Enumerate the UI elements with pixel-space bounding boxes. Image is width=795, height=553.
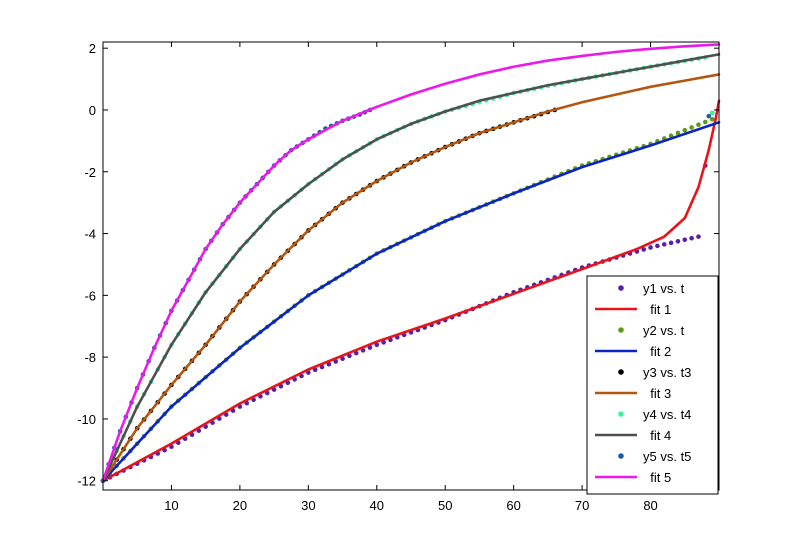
legend-label: fit 2	[643, 344, 671, 359]
data-point	[696, 234, 701, 239]
legend-label: fit 3	[643, 386, 671, 401]
x-tick-label: 60	[506, 498, 520, 513]
y-tick-label: -2	[84, 165, 96, 180]
data-point	[675, 238, 681, 244]
data-point	[682, 127, 688, 133]
legend-label: y1 vs. t	[643, 281, 685, 296]
plot-frame	[102, 41, 720, 491]
data-point	[347, 353, 352, 359]
legend-label: y2 vs. t	[643, 323, 685, 338]
data-point	[689, 235, 694, 241]
legend-item: y3 vs. t3	[618, 365, 691, 380]
data-point	[381, 340, 386, 345]
legend-item: y2 vs. t	[618, 323, 685, 338]
legend-label: y3 vs. t3	[643, 365, 691, 380]
legend-item: y5 vs. t5	[618, 449, 691, 464]
legend-item: fit 3	[595, 386, 671, 401]
legend-swatch-marker	[618, 285, 624, 291]
data-point	[326, 361, 332, 367]
data-point	[709, 110, 715, 116]
legend-item: fit 4	[595, 428, 671, 443]
y-tick-label: -4	[84, 227, 96, 242]
legend-item: fit 1	[595, 302, 671, 317]
data-point	[360, 348, 366, 353]
x-tick-label: 50	[438, 498, 452, 513]
x-tick-label: 10	[164, 498, 178, 513]
x-tick-label: 70	[575, 498, 589, 513]
y-tick-label: -6	[84, 288, 96, 303]
series-line-fit-1	[101, 99, 721, 483]
legend-item: y1 vs. t	[618, 281, 685, 296]
data-point	[689, 125, 694, 130]
legend-item: fit 5	[595, 470, 671, 485]
data-point	[641, 247, 647, 252]
series-line-fit-5	[101, 43, 721, 483]
legend-swatch-marker	[618, 411, 624, 417]
data-point	[709, 116, 715, 122]
data-point	[655, 243, 660, 249]
data-point	[668, 240, 674, 246]
data-point	[648, 245, 653, 250]
data-point	[367, 345, 373, 350]
data-point	[675, 130, 681, 136]
legend: y1 vs. t fit 1 y2 vs. t fit 2 y3 vs. t3 fi…	[586, 275, 719, 495]
data-point	[706, 113, 712, 119]
legend-label: y5 vs. t5	[643, 449, 691, 464]
series-line-fit-3	[101, 73, 721, 483]
series-line-fit-2	[101, 121, 721, 483]
legend-label: y4 vs. t4	[643, 407, 691, 422]
data-point	[333, 359, 339, 364]
series-line-fit-4	[101, 53, 721, 483]
x-tick-label: 20	[233, 498, 247, 513]
data-point	[682, 237, 688, 243]
legend-swatch-marker	[618, 369, 624, 375]
y-tick-label: -10	[77, 412, 96, 427]
legend-box	[586, 275, 719, 495]
data-point	[374, 342, 380, 348]
data-point	[661, 242, 667, 247]
data-point	[312, 367, 318, 373]
y-tick-label: 2	[89, 41, 96, 56]
data-point	[319, 364, 325, 370]
legend-label: fit 1	[643, 302, 671, 317]
legend-label: fit 5	[643, 470, 671, 485]
legend-swatch-marker	[618, 453, 624, 459]
legend-swatch-marker	[618, 327, 624, 333]
x-tick-label: 30	[301, 498, 315, 513]
x-tick-label: 80	[643, 498, 657, 513]
data-point	[703, 119, 708, 125]
legend-item: fit 2	[595, 344, 671, 359]
data-point	[353, 350, 359, 356]
y-tick-label: -8	[84, 350, 96, 365]
data-point	[340, 356, 345, 361]
legend-label: fit 4	[643, 428, 671, 443]
data-point	[696, 122, 701, 128]
x-tick-label: 40	[370, 498, 384, 513]
y-tick-label: -12	[77, 474, 96, 489]
legend-item: y4 vs. t4	[618, 407, 691, 422]
series-layer	[100, 43, 721, 484]
y-tick-label: 0	[89, 103, 96, 118]
